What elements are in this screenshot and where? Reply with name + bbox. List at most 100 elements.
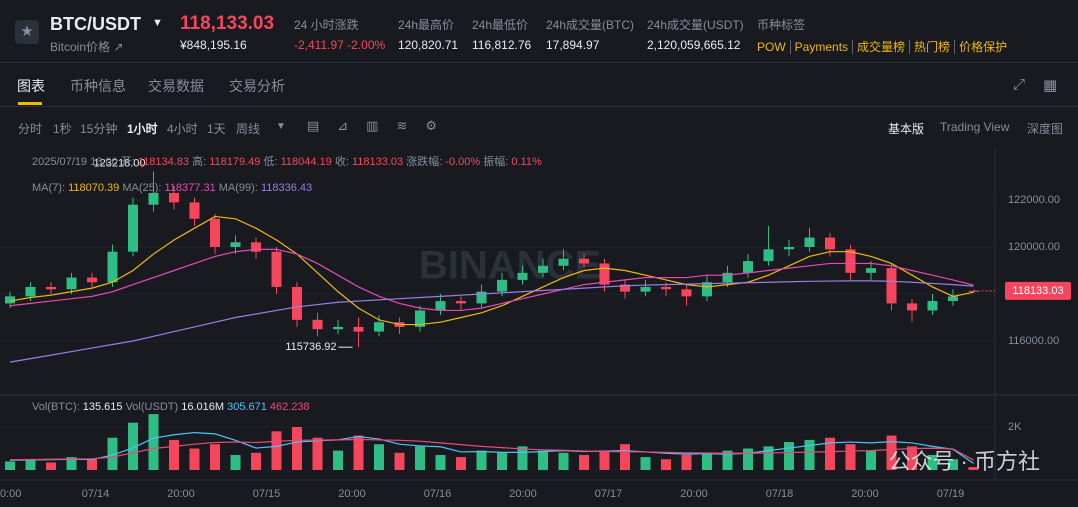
tab[interactable]: 币种信息 xyxy=(70,78,126,94)
candle-body xyxy=(722,272,733,283)
subtitle[interactable]: Bitcoin价格 ↗ xyxy=(50,40,124,54)
candle-body xyxy=(230,242,241,247)
volume-bar xyxy=(681,454,692,470)
candle-body xyxy=(845,249,856,273)
volume-ma-line xyxy=(9,431,974,464)
volume-bar xyxy=(128,422,138,470)
ma-legend-name: MA(25): xyxy=(122,182,161,194)
volume-bar xyxy=(599,450,610,470)
candle-body xyxy=(804,237,815,247)
candle-body xyxy=(148,192,159,205)
volume-bar xyxy=(538,450,548,470)
symbol[interactable]: BTC/USDT xyxy=(50,14,141,34)
tab-underline xyxy=(18,102,42,105)
info-label: 高: xyxy=(192,154,206,168)
volume-ma-line xyxy=(9,438,974,461)
max-label: 123218.00 xyxy=(94,157,146,169)
info-value: 118044.19 xyxy=(281,156,332,168)
volume-bar xyxy=(169,439,179,470)
volume-legend-value: 135.615 xyxy=(83,401,123,413)
interval[interactable]: 周线 xyxy=(236,122,261,136)
volume-bar xyxy=(763,446,774,470)
candle-body xyxy=(415,310,425,327)
info-value: 118179.49 xyxy=(209,156,260,168)
volume-bar xyxy=(292,427,302,470)
interval[interactable]: 1秒 xyxy=(53,122,72,136)
price: 118,133.03 xyxy=(180,13,275,34)
info-row: Vol(BTC): 135.615 Vol(USDT) 16.016M 305.… xyxy=(32,401,310,413)
volume-bar xyxy=(25,459,36,470)
stat-value: -2,411.97 -2.00% xyxy=(294,38,386,52)
volume-bar xyxy=(456,457,466,470)
x-tick-label: 0:00 xyxy=(0,488,21,500)
volume-bar xyxy=(415,446,425,470)
volume-bar xyxy=(271,431,282,470)
min-label: 115736.92 xyxy=(285,341,336,353)
volume-bar xyxy=(886,435,897,470)
volume-bar xyxy=(579,454,589,470)
info-row: 2025/07/19 13:00 开: 118134.83 高: 118179.… xyxy=(32,154,542,168)
volume-bar xyxy=(784,442,794,470)
interval-active[interactable]: 1小时 xyxy=(127,122,158,136)
tag[interactable]: 价格保护 xyxy=(954,40,1012,54)
view[interactable]: Trading View xyxy=(940,120,1010,134)
more-dropdown[interactable]: ▼ xyxy=(276,121,286,132)
fullscreen-icon[interactable]: ⤢ xyxy=(1013,76,1026,93)
volume-bar xyxy=(374,444,384,470)
tag[interactable]: 热门榜 xyxy=(909,40,955,54)
volume-ma-value: 462.238 xyxy=(270,401,310,413)
info-label: 开: xyxy=(121,156,135,168)
candle-body xyxy=(825,237,835,250)
candle-body xyxy=(681,289,692,297)
volume-bar xyxy=(722,450,733,470)
volume-bar xyxy=(702,452,712,470)
candle-body xyxy=(271,251,282,287)
ma-line xyxy=(9,280,974,363)
candle-body xyxy=(456,301,466,304)
tab[interactable]: 交易数据 xyxy=(148,78,204,94)
info-time: 2025/07/19 13:00 xyxy=(32,156,118,168)
volume-bar xyxy=(251,452,261,470)
candle-body xyxy=(763,249,774,262)
layout-icon[interactable]: ▦ xyxy=(1043,77,1058,94)
volume-bar xyxy=(353,435,364,470)
tag[interactable]: 成交量榜 xyxy=(852,40,910,54)
info-label: 涨跌幅: xyxy=(406,154,442,168)
view-active[interactable]: 基本版 xyxy=(888,122,925,136)
tab[interactable]: 交易分析 xyxy=(229,78,285,94)
info-label: 收: xyxy=(335,154,349,168)
tag[interactable]: Payments xyxy=(789,40,853,54)
volume-bar xyxy=(845,444,856,470)
favorite-star[interactable]: ★ xyxy=(15,20,39,44)
candle-body xyxy=(128,204,138,252)
x-tick-label: 07/14 xyxy=(82,488,110,500)
volume-bar xyxy=(620,444,630,470)
info-label: 振幅: xyxy=(483,154,508,168)
volume-bar xyxy=(312,437,323,470)
view[interactable]: 深度图 xyxy=(1027,122,1064,136)
tag[interactable]: POW xyxy=(757,40,786,54)
ma-legend-name: MA(7): xyxy=(32,182,65,194)
interval[interactable]: 4小时 xyxy=(167,122,198,136)
y-tick-label: 120000.00 xyxy=(1008,241,1060,253)
candle-body xyxy=(312,319,323,330)
stat-value: 116,812.76 xyxy=(472,38,532,52)
info-value: -0.00% xyxy=(445,156,480,168)
volume-bar xyxy=(948,459,958,470)
tab-active[interactable]: 图表 xyxy=(17,78,45,94)
interval[interactable]: 15分钟 xyxy=(80,122,118,136)
x-tick-label: 20:00 xyxy=(338,488,366,500)
volume-bar xyxy=(476,450,487,470)
info-value: 118134.83 xyxy=(138,156,189,168)
x-tick-label: 07/16 xyxy=(424,488,452,500)
interval[interactable]: 分时 xyxy=(18,122,43,136)
candle-body xyxy=(25,286,36,297)
ma-legend-name: MA(99): xyxy=(219,182,258,194)
tool-icons[interactable]: ▤⊿▥≋⚙ xyxy=(307,118,456,133)
symbol-dropdown[interactable]: ▼ xyxy=(152,17,163,29)
volume-bar xyxy=(87,459,97,470)
candle-body xyxy=(435,301,446,311)
interval[interactable]: 1天 xyxy=(207,122,226,136)
volume-legend-name: Vol(USDT) xyxy=(126,401,179,413)
y-tick-label: 122000.00 xyxy=(1008,194,1060,206)
